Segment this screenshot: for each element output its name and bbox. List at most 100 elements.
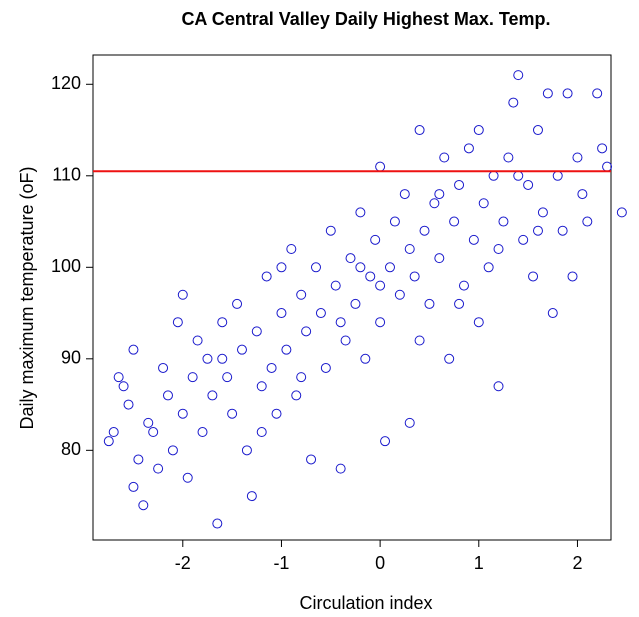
point [513,70,524,81]
x-tick-label: 0 [375,553,385,573]
point [207,390,218,401]
point [542,88,553,99]
point [429,198,440,209]
point [375,317,386,328]
point [202,353,213,364]
y-tick-label: 120 [51,73,81,93]
point [197,427,208,438]
point [444,353,455,364]
point [503,152,514,163]
y-tick-label: 90 [61,348,81,368]
point [212,518,223,529]
point [158,362,169,373]
point [360,353,371,364]
point [256,381,267,392]
point [537,207,548,218]
point [355,207,366,218]
point [616,207,627,218]
point [335,463,346,474]
point [409,271,420,282]
point [123,399,134,410]
x-tick-label: -1 [273,553,289,573]
point [399,189,410,200]
point [528,271,539,282]
point [251,326,262,337]
point [384,262,395,273]
chart-title: CA Central Valley Daily Highest Max. Tem… [181,9,550,29]
point [483,262,494,273]
point [473,125,484,136]
point [488,170,499,181]
point [523,179,534,190]
point [557,225,568,236]
point [370,234,381,245]
point [562,88,573,99]
point [103,436,114,447]
point [532,225,543,236]
point [582,216,593,227]
point [143,417,154,428]
plot-frame [92,54,612,541]
point [394,289,405,300]
point [320,362,331,373]
point [547,308,558,319]
point [148,427,159,438]
point [227,408,238,419]
point [315,308,326,319]
point [380,436,391,447]
point [577,189,588,200]
point [281,344,292,355]
point [335,317,346,328]
point [177,289,188,300]
point [567,271,578,282]
point [350,298,361,309]
point [498,216,509,227]
point [276,262,287,273]
point [232,298,243,309]
point [162,390,173,401]
point [404,417,415,428]
point [192,335,203,346]
point [167,445,178,456]
point [365,271,376,282]
y-tick-label: 80 [61,439,81,459]
point [172,317,183,328]
point [597,143,608,154]
point [271,408,282,419]
point [592,88,603,99]
point [552,170,563,181]
x-tick-label: 1 [474,553,484,573]
point [286,244,297,254]
point [375,280,386,291]
point [375,161,386,172]
point [138,500,149,511]
point [128,481,139,492]
point [128,344,139,355]
point [296,372,307,383]
point [217,353,228,364]
point [345,253,356,264]
point [296,289,307,300]
point [449,216,460,227]
point [493,381,504,392]
point [458,280,469,291]
point [355,262,366,273]
point [118,381,129,392]
point [340,335,351,346]
point [330,280,341,291]
point [424,298,435,309]
point [310,262,321,273]
point [434,189,445,200]
point [572,152,583,163]
point [153,463,164,474]
point [414,335,425,346]
point [493,244,504,254]
x-tick-label: -2 [175,553,191,573]
y-tick-label: 110 [52,165,81,185]
point [478,198,489,209]
point [325,225,336,236]
point [291,390,302,401]
point [439,152,450,163]
point [463,143,474,154]
